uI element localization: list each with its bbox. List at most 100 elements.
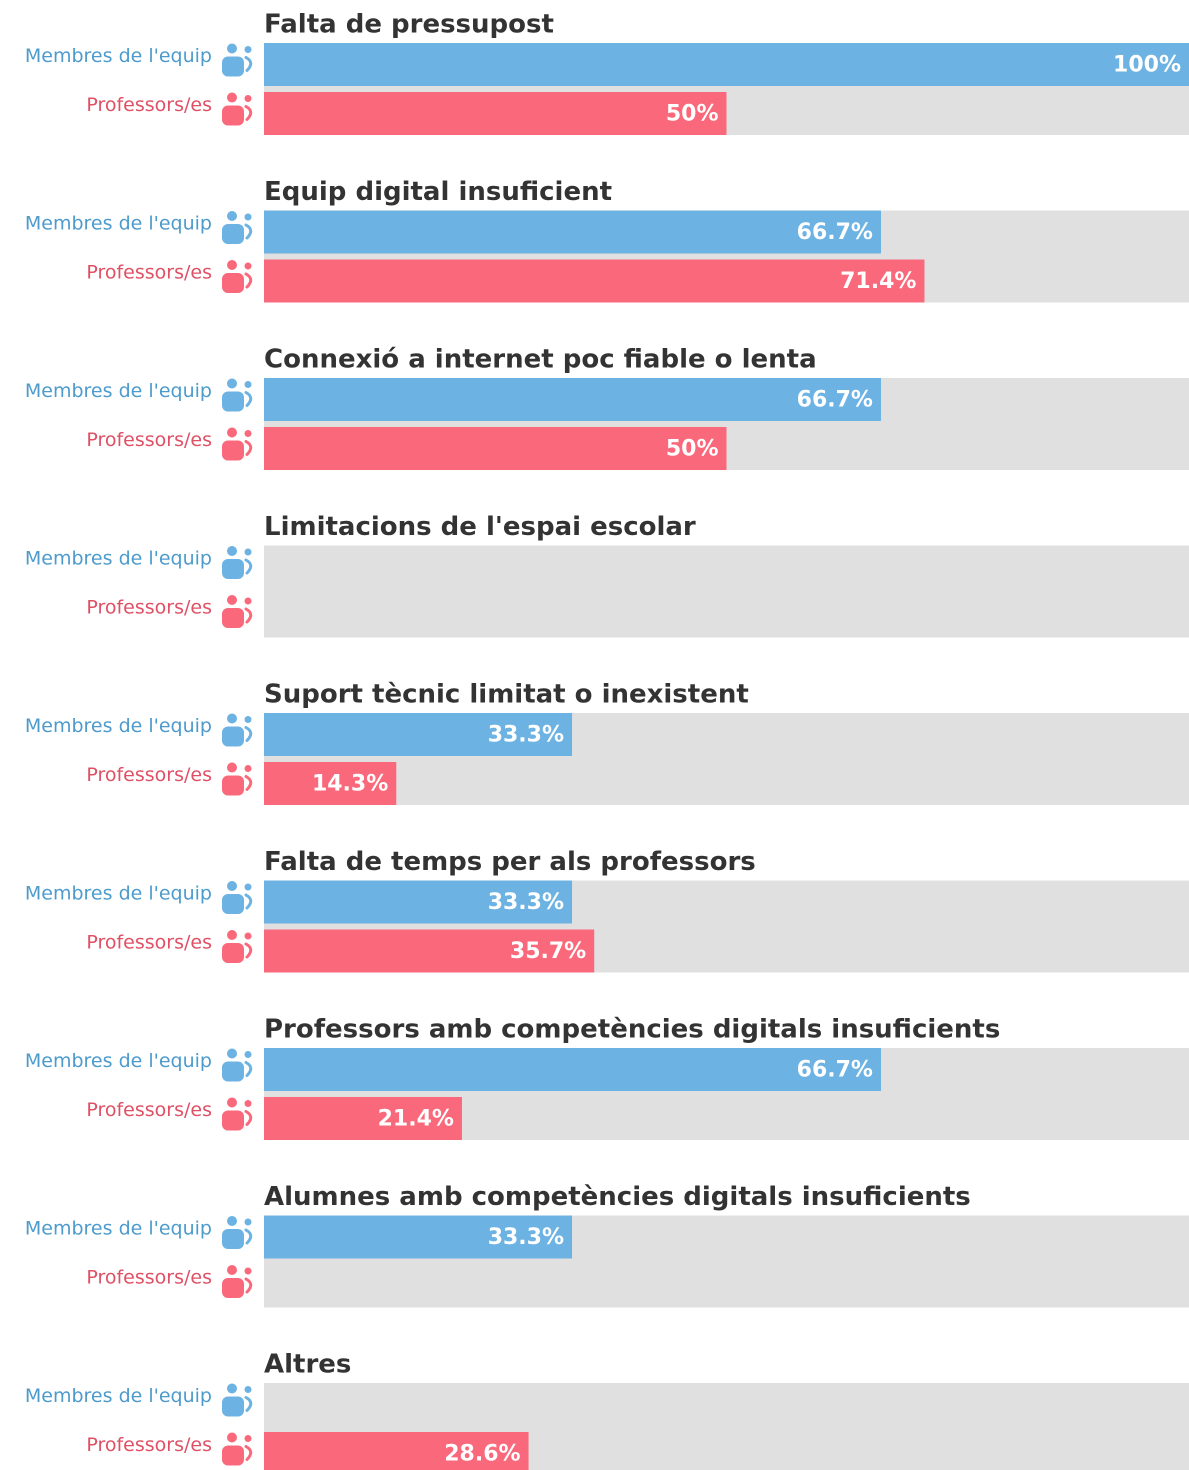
icon-head-small [244, 1218, 252, 1226]
icon-head-small [244, 46, 252, 53]
category-title: Falta de temps per als professors [264, 847, 756, 877]
icon-arc [244, 607, 253, 624]
value-label: 33.3% [488, 1225, 564, 1250]
person-icon [222, 1383, 253, 1417]
series-label: Professors/es [86, 1434, 212, 1456]
series-label: Professors/es [86, 932, 212, 954]
icon-head-small [244, 213, 252, 221]
value-label: 50% [666, 102, 719, 127]
icon-arc [244, 391, 253, 407]
bar [264, 1048, 881, 1091]
icon-arc [244, 223, 253, 240]
value-label: 33.3% [488, 890, 564, 915]
series-label: Membres de l'equip [25, 1385, 212, 1407]
series-label: Membres de l'equip [25, 1050, 212, 1072]
series-label: Professors/es [86, 1267, 212, 1289]
bar-background [264, 545, 1189, 638]
icon-head-small [244, 1100, 252, 1107]
bar [264, 92, 727, 135]
icon-head-small [244, 883, 252, 891]
series-label: Membres de l'equip [25, 883, 212, 905]
icon-body [222, 391, 244, 412]
bar [264, 427, 727, 470]
value-label: 100% [1113, 53, 1181, 78]
person-icon [222, 1265, 253, 1298]
person-icon [222, 595, 253, 628]
series-label: Professors/es [86, 1099, 212, 1121]
icon-body [222, 775, 244, 796]
person-icon [222, 211, 253, 244]
icon-body [222, 943, 244, 963]
icon-head [227, 1048, 237, 1059]
icon-head [227, 713, 237, 724]
category-title: Alumnes amb competències digitals insufi… [264, 1182, 971, 1212]
bar [264, 713, 573, 756]
icon-body [222, 440, 244, 461]
icon-head [227, 43, 237, 54]
icon-head [227, 260, 237, 270]
person-icon [222, 427, 253, 461]
icon-head [227, 427, 237, 438]
series-label: Professors/es [86, 764, 212, 786]
bar [264, 1215, 573, 1259]
category-title: Limitacions de l'espai escolar [264, 512, 696, 542]
icon-arc [244, 1277, 253, 1294]
icon-head-small [244, 548, 252, 556]
icon-arc [244, 775, 253, 791]
value-label: 71.4% [840, 269, 916, 294]
icon-body [222, 608, 244, 628]
icon-body [222, 894, 244, 914]
series-label: Membres de l'equip [25, 213, 212, 235]
icon-head [227, 1097, 237, 1108]
person-icon [222, 546, 253, 579]
value-label: 66.7% [797, 388, 873, 413]
icon-head-small [244, 1051, 252, 1058]
series-label: Membres de l'equip [25, 1218, 212, 1240]
icon-head [227, 1432, 237, 1443]
icon-arc [244, 1110, 253, 1126]
category-title: Professors amb competències digitals ins… [264, 1015, 1000, 1045]
icon-head [227, 930, 237, 940]
icon-body [222, 1229, 244, 1249]
value-label: 28.6% [444, 1442, 520, 1467]
person-icon [222, 378, 253, 412]
category-title: Suport tècnic limitat o inexistent [264, 680, 749, 710]
person-icon [222, 713, 253, 747]
value-label: 35.7% [510, 939, 586, 964]
icon-arc [244, 1445, 253, 1461]
bar [264, 929, 595, 973]
series-label: Professors/es [86, 429, 212, 451]
icon-body [222, 273, 244, 293]
icon-head-small [244, 932, 252, 940]
icon-arc [244, 56, 253, 72]
series-label: Membres de l'equip [25, 45, 212, 67]
icon-head-small [244, 1267, 252, 1275]
icon-body [222, 1061, 244, 1082]
icon-arc [244, 558, 253, 575]
icon-arc [244, 726, 253, 742]
icon-body [222, 1396, 244, 1417]
person-icon [222, 1216, 253, 1249]
bar [264, 1432, 529, 1470]
icon-body [222, 726, 244, 747]
person-icon [222, 260, 253, 293]
bar [264, 210, 881, 254]
value-label: 66.7% [797, 220, 873, 245]
icon-head-small [244, 95, 252, 102]
icon-arc [244, 1061, 253, 1077]
bar [264, 880, 573, 924]
person-icon [222, 1097, 253, 1131]
person-icon [222, 1048, 253, 1082]
icon-head-small [244, 381, 252, 388]
category-title: Connexió a internet poc fiable o lenta [264, 345, 817, 375]
category-title: Equip digital insuficient [264, 177, 612, 207]
icon-arc [244, 440, 253, 456]
icon-head [227, 762, 237, 773]
value-label: 33.3% [488, 723, 564, 748]
value-label: 14.3% [312, 772, 388, 797]
person-icon [222, 881, 253, 914]
value-label: 21.4% [378, 1107, 454, 1132]
icon-arc [244, 105, 253, 121]
icon-head-small [244, 716, 252, 723]
icon-arc [244, 272, 253, 289]
